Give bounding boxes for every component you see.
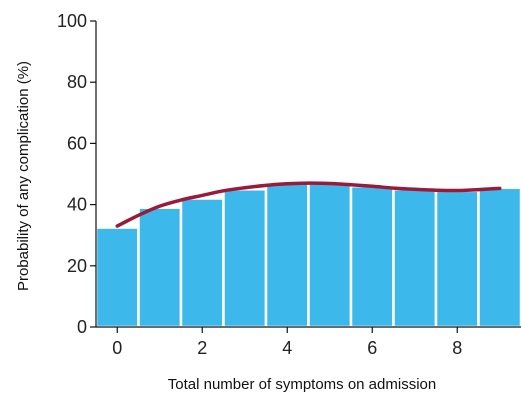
x-tick-label: 6 — [367, 338, 377, 358]
x-axis-ticks: 0 2 4 6 8 — [112, 327, 462, 358]
bar-0 — [94, 226, 140, 329]
y-tick-label: 0 — [77, 317, 87, 337]
x-tick-label: 4 — [282, 338, 292, 358]
y-axis-ticks: 0 20 40 60 80 100 — [57, 11, 96, 337]
y-tick-label: 80 — [67, 72, 87, 92]
bar-9 — [477, 186, 521, 329]
y-tick-label: 40 — [67, 195, 87, 215]
x-tick-label: 0 — [112, 338, 122, 358]
bar-5 — [307, 181, 353, 329]
y-tick-label: 20 — [67, 256, 87, 276]
x-tick-label: 2 — [197, 338, 207, 358]
bar-6 — [349, 184, 395, 329]
trend-line — [115, 181, 502, 228]
x-axis-label: Total number of symptoms on admission — [168, 376, 436, 393]
bar-2 — [179, 197, 225, 329]
bar-8 — [434, 189, 480, 329]
y-tick-label: 60 — [67, 133, 87, 153]
x-tick-label: 8 — [452, 338, 462, 358]
y-axis-label: Probability of any complication (%) — [15, 61, 32, 291]
bar-4 — [264, 181, 310, 329]
bar-3 — [222, 188, 268, 329]
bar-7 — [392, 188, 438, 329]
bars-group — [94, 181, 521, 329]
bar-1 — [137, 206, 183, 329]
y-tick-label: 100 — [57, 11, 87, 31]
